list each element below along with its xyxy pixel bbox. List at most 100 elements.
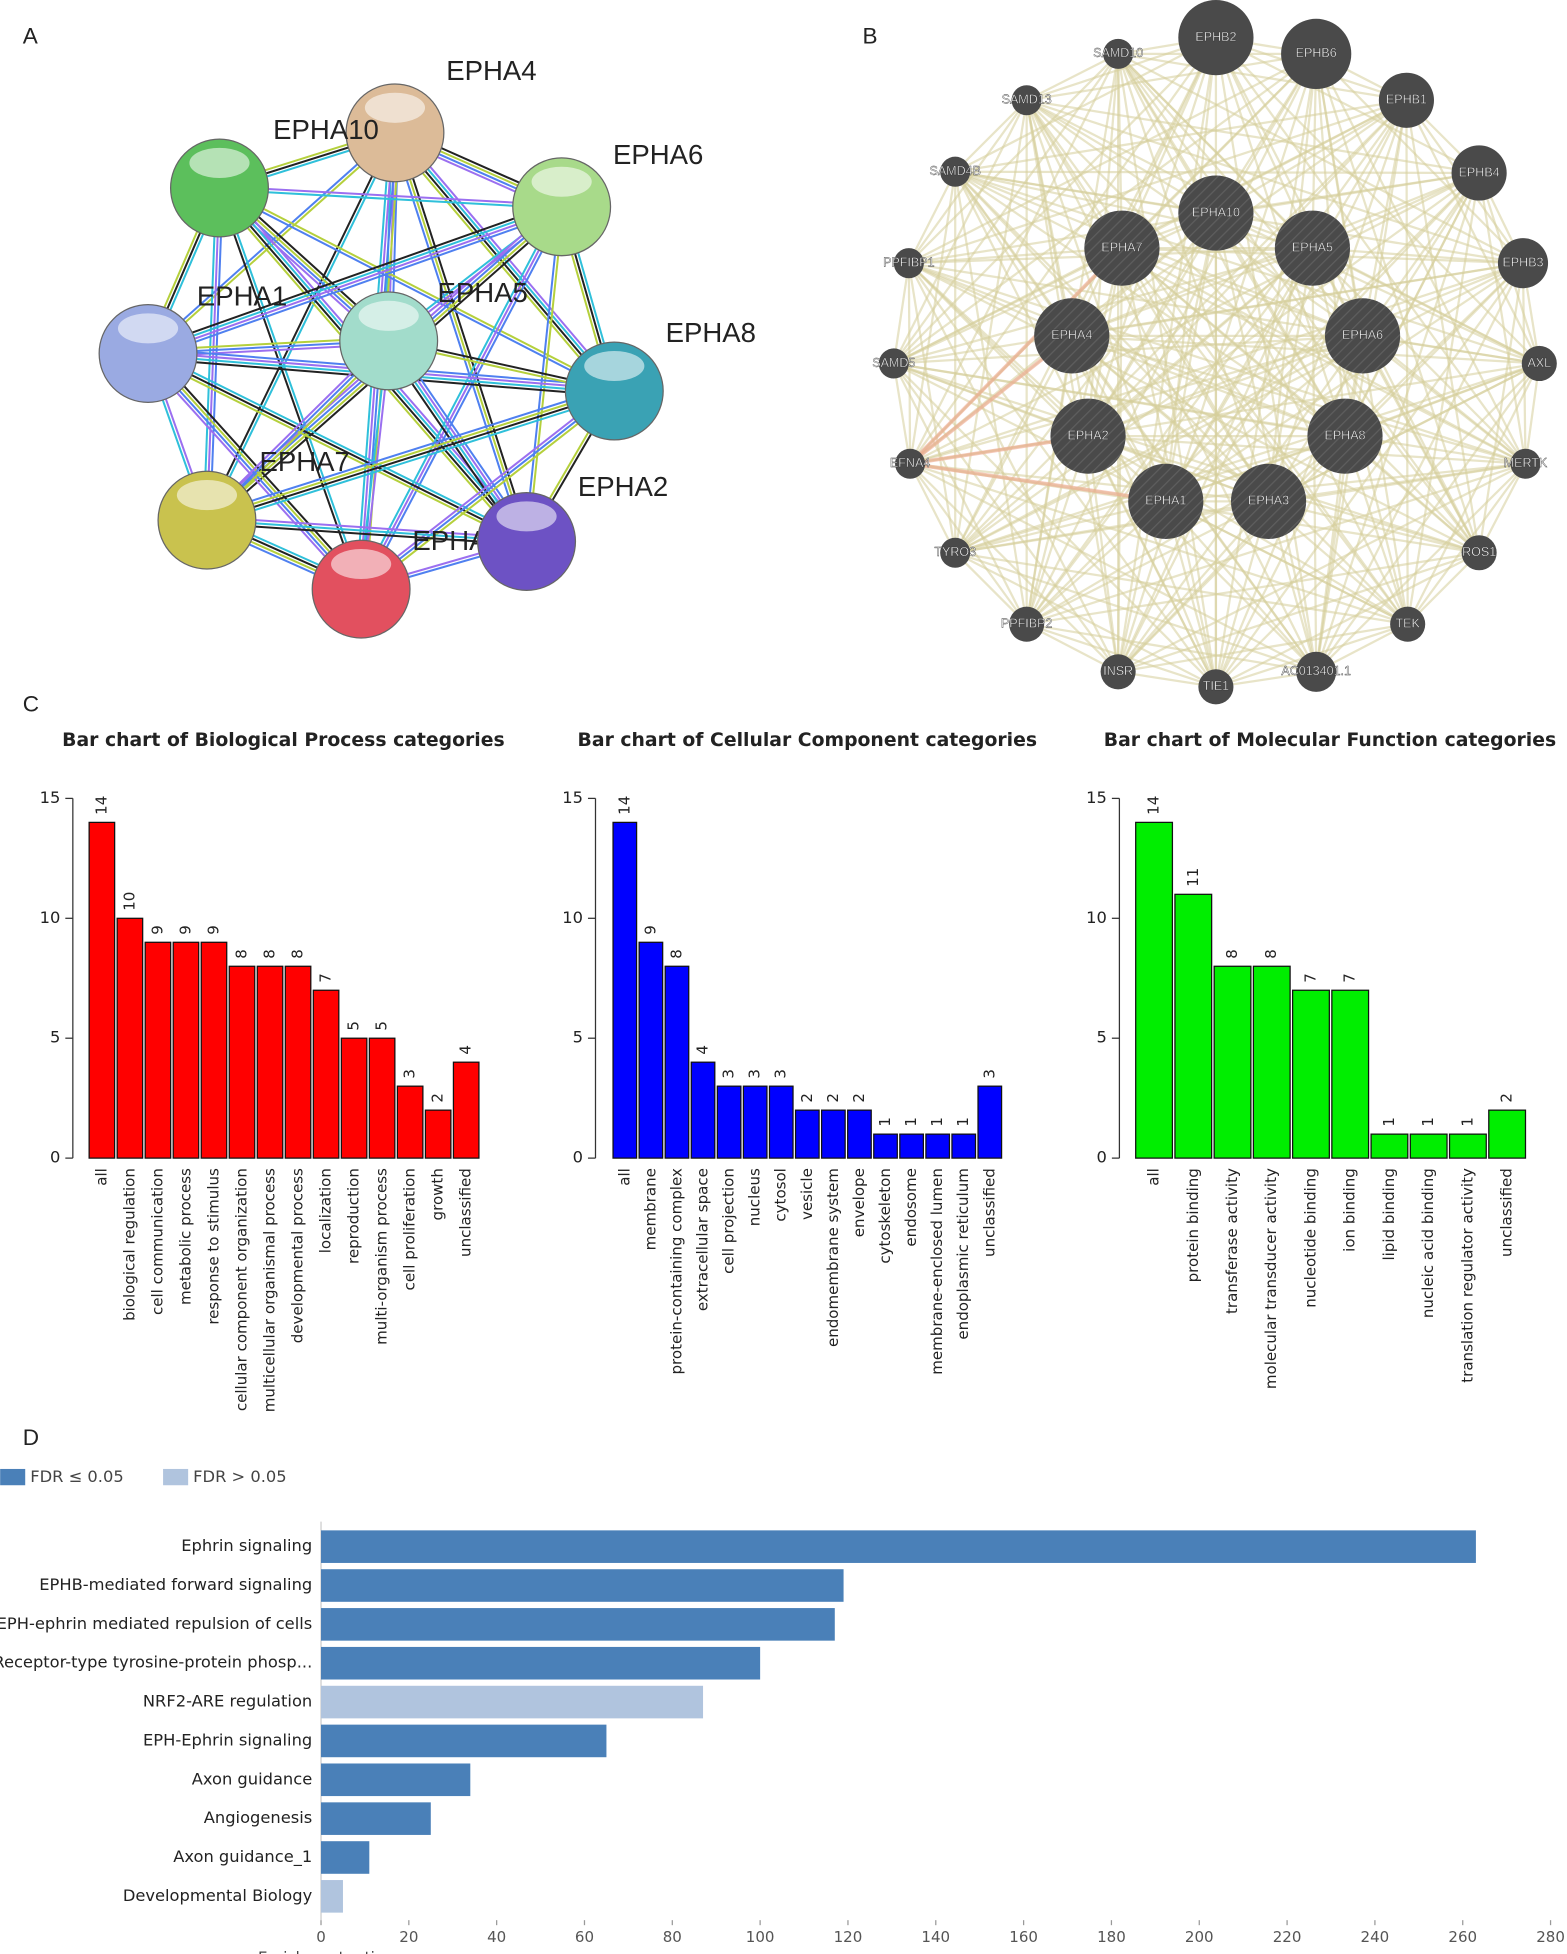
edge	[954, 100, 1028, 553]
x-tick-label: membrane	[641, 1168, 659, 1250]
value-label: 9	[148, 925, 166, 935]
node	[878, 348, 909, 379]
edge	[909, 461, 1167, 504]
bar	[1291, 989, 1330, 1159]
edge	[1315, 362, 1541, 673]
y-tick-label: 15	[40, 788, 61, 807]
edge	[1071, 262, 1524, 338]
node-highlight	[531, 166, 592, 197]
edge	[892, 362, 1120, 673]
edge	[358, 387, 613, 588]
node-label: EPHA8	[666, 317, 756, 348]
value-label: 2	[429, 1093, 447, 1103]
bar	[424, 1109, 452, 1159]
bar-charts: Bar chart of Biological Process categori…	[40, 730, 1557, 1412]
x-tick-label: 260	[1448, 1928, 1477, 1946]
node-highlight	[176, 480, 238, 511]
node	[1296, 651, 1337, 692]
bar	[716, 1085, 742, 1159]
edge	[893, 247, 1123, 365]
edge	[908, 99, 1407, 265]
edge	[892, 36, 1217, 365]
edge	[1026, 52, 1119, 102]
x-tick-label: 100	[746, 1928, 775, 1946]
node-label: EPHA7	[260, 446, 350, 477]
node-label: EPHA5	[437, 277, 527, 308]
node	[1128, 463, 1204, 539]
node	[1178, 0, 1254, 76]
node-label: EPHA2	[1068, 428, 1109, 442]
node	[1198, 669, 1234, 705]
edge	[1215, 212, 1481, 554]
node	[1510, 448, 1541, 479]
node	[1178, 175, 1254, 251]
edge	[1117, 53, 1270, 502]
bar	[321, 1802, 431, 1835]
node-label: TYRO3	[934, 545, 976, 559]
node-highlight	[189, 147, 250, 178]
edge	[907, 262, 1217, 688]
node-label: TEK	[1396, 616, 1421, 630]
node-label: INSR	[1103, 664, 1133, 678]
edge	[954, 170, 1527, 465]
bar	[321, 1569, 844, 1602]
bar	[321, 1530, 1476, 1563]
edge	[1215, 36, 1480, 174]
bar	[742, 1085, 768, 1159]
edge	[1214, 37, 1318, 672]
edge	[1025, 99, 1409, 625]
y-tick-label: 0	[573, 1148, 583, 1167]
bar	[1448, 1133, 1487, 1159]
x-tick-label: response to stimulus	[204, 1168, 222, 1325]
edge	[1406, 362, 1541, 625]
value-label: 14	[1145, 796, 1163, 815]
edge	[908, 52, 1317, 265]
bar	[312, 989, 340, 1159]
node-label: EPHA6	[613, 139, 703, 170]
edge	[1164, 500, 1318, 673]
edge	[1165, 462, 1526, 503]
edge	[1117, 623, 1408, 673]
x-tick-label: all	[615, 1168, 633, 1186]
value-label: 1	[1419, 1117, 1437, 1127]
edge	[1117, 99, 1408, 673]
edge	[1087, 247, 1314, 438]
x-tick-label: cytoskeleton	[876, 1168, 894, 1264]
edge	[954, 334, 1364, 554]
node-label: AC013401.1	[1281, 664, 1351, 678]
legend-swatch	[163, 1468, 189, 1486]
edge	[148, 351, 364, 589]
node-label: MERTK	[1504, 456, 1548, 470]
value-label: 2	[1498, 1093, 1516, 1103]
node	[1274, 210, 1351, 286]
edge	[220, 187, 364, 589]
value-label: 3	[720, 1069, 738, 1079]
node-label: EPHA2	[578, 471, 668, 502]
edge	[908, 262, 1526, 465]
edge	[1315, 436, 1347, 672]
edge	[1086, 436, 1120, 672]
node	[1009, 606, 1045, 642]
edge	[219, 188, 562, 210]
edge	[1071, 335, 1270, 503]
edge	[357, 204, 560, 589]
bar	[452, 1061, 480, 1159]
edge	[363, 207, 566, 592]
bar	[847, 1109, 872, 1159]
value-label: 2	[824, 1093, 842, 1103]
node-label: EPHB6	[1296, 46, 1337, 60]
node	[1521, 345, 1557, 382]
node-label: EPHA7	[1101, 240, 1142, 254]
enrichment-chart: 0 20 40 60 80 100 120 140 160 180 200 220 240 260 280 E…	[0, 1467, 1565, 1954]
value-label: 1	[928, 1117, 946, 1127]
bar	[1488, 1109, 1527, 1159]
node-label: TIE1	[1203, 679, 1229, 693]
value-label: 3	[746, 1069, 764, 1079]
x-tick-label: 0	[316, 1928, 326, 1946]
value-label: 14	[92, 796, 110, 815]
value-label: 1	[1458, 1117, 1476, 1127]
value-label: 11	[1184, 868, 1202, 887]
node	[893, 248, 924, 279]
value-label: 4	[694, 1045, 712, 1055]
edge	[1268, 362, 1540, 503]
